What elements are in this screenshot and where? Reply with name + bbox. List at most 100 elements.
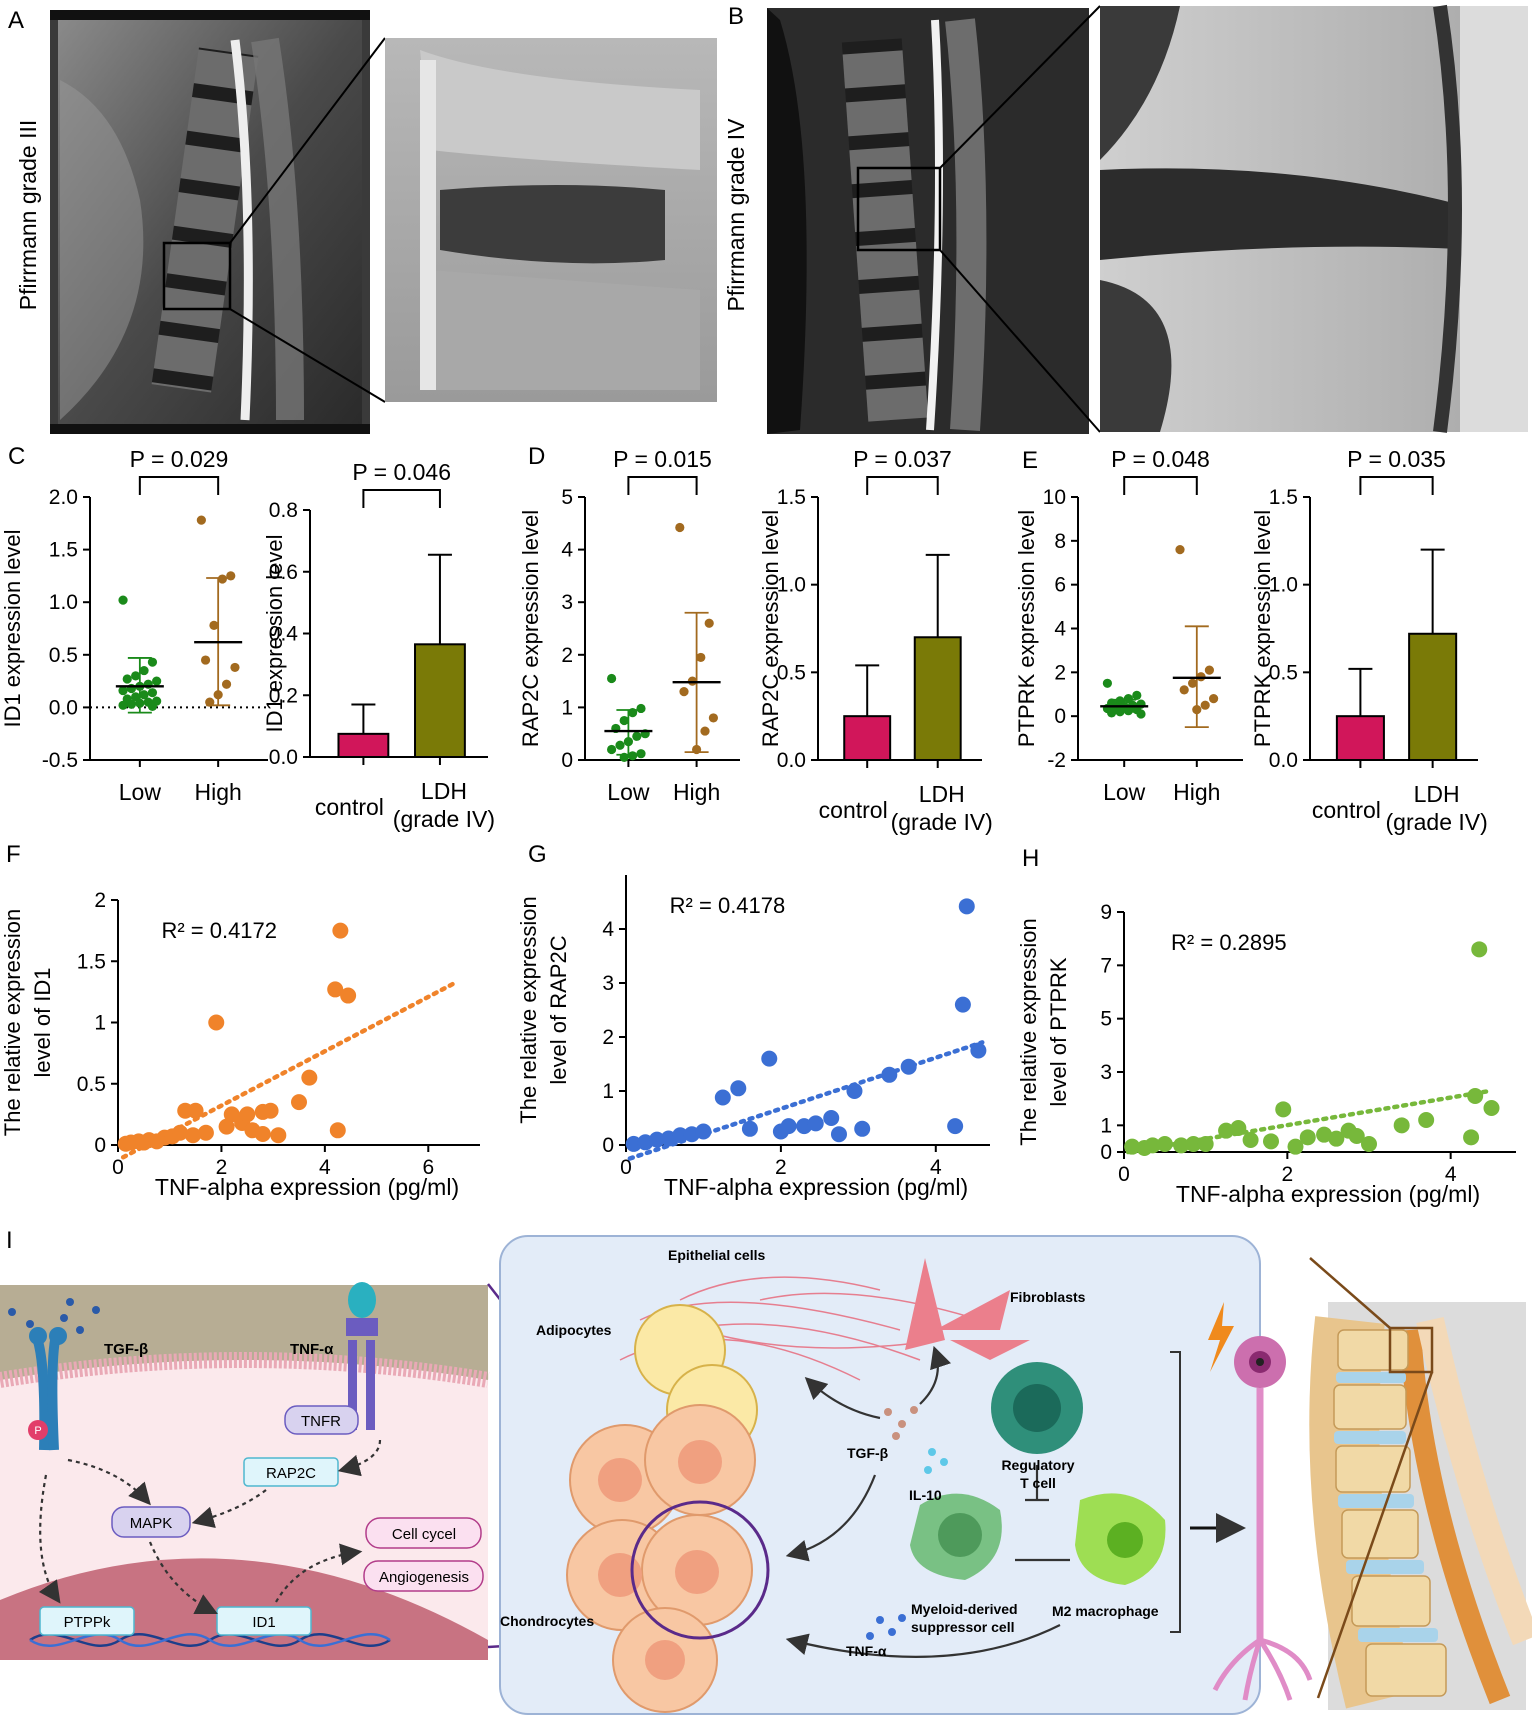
data-point [329, 1122, 346, 1139]
data-point [1242, 1132, 1259, 1148]
y-tick-label: 0.8 [269, 499, 298, 522]
x-tick-label: 6 [422, 1156, 434, 1179]
svg-text:Cell cycel: Cell cycel [392, 1526, 456, 1543]
data-point [1328, 1130, 1345, 1147]
zoom-line [1309, 1257, 1391, 1329]
mri-image-b [767, 8, 1089, 434]
data-point [139, 690, 149, 700]
m2-macrophage [1075, 1493, 1166, 1585]
y-tick-label: 1.5 [77, 950, 106, 973]
y-tick-label: 4 [602, 918, 614, 941]
tgf-beta-label: TGF-β [104, 1341, 148, 1358]
data-point [675, 522, 685, 533]
data-point [301, 1069, 318, 1086]
y-axis-label: PTPRK expression level [1250, 510, 1275, 747]
pfirrmann-label: Pfirrmann grade IV [723, 118, 749, 312]
data-point [761, 1050, 778, 1067]
x-tick-label: High [1173, 779, 1220, 805]
data-point [1136, 709, 1146, 719]
data-point [807, 1115, 824, 1132]
y-axis-label: level of RAP2C [546, 935, 571, 1084]
panel-a: A Pfirrmann grade III [8, 7, 717, 434]
signaling-diagram: P TGF-β TNF-α TNFR RAP2C MAPK Cell cycel… [0, 1282, 701, 1660]
x-tick-label: 4 [1445, 1163, 1457, 1186]
data-point [122, 674, 132, 684]
y-tick-label: 0.4 [269, 623, 299, 646]
significance-bracket [362, 489, 441, 508]
cell-cycle-node: Cell cycel [365, 1517, 482, 1549]
data-point [695, 1123, 712, 1140]
data-point [147, 657, 158, 667]
zoom-line [1316, 1371, 1434, 1699]
panel-letter: A [8, 7, 24, 34]
t-cell-label: T cell [1020, 1475, 1056, 1491]
panel-letter: H [1022, 845, 1039, 872]
data-point [126, 699, 137, 709]
x-tick-label: 0 [112, 1156, 124, 1179]
data-point [1287, 1138, 1304, 1155]
data-point [1471, 941, 1488, 958]
data-point [636, 749, 646, 759]
x-tick-label: High [673, 779, 720, 805]
data-point [1418, 1112, 1435, 1128]
data-point [830, 1126, 847, 1143]
y-tick-label: 1.5 [49, 539, 78, 562]
y-tick-label: 1 [1100, 1114, 1112, 1137]
p-value-label: P = 0.037 [853, 446, 952, 472]
mri-image-a [50, 10, 370, 434]
cytokine-dots [866, 1406, 948, 1640]
data-point [208, 1014, 225, 1031]
adipocytes-label: Adipocytes [536, 1322, 612, 1338]
y-tick-label: 4 [561, 539, 573, 562]
bar [843, 715, 892, 762]
x-tick-label: control [1312, 797, 1381, 823]
tgf-beta-cytokine-label: TGF-β [847, 1445, 889, 1461]
r-squared-label: R² = 0.4178 [670, 893, 786, 918]
chart-id1-low-high: -0.5 0.0 0.5 1.0 1.5 2.0 ID1 expression level L… [0, 446, 268, 805]
data-point [1348, 1128, 1365, 1144]
tgf-ligands [8, 1298, 100, 1334]
x-axis-label: TNF-alpha expression (pg/ml) [664, 1174, 968, 1200]
significance-bracket [866, 476, 939, 495]
data-point [262, 1102, 279, 1119]
data-point [230, 662, 240, 673]
y-tick-label: 0.0 [777, 749, 806, 772]
panel-letter: C [8, 443, 25, 470]
data-point [1230, 1120, 1247, 1136]
data-point [846, 1083, 863, 1099]
data-point [172, 1124, 189, 1141]
rap2c-node: RAP2C [243, 1457, 339, 1487]
data-point [632, 731, 642, 741]
data-point [187, 1102, 204, 1119]
id1-node: ID1 [216, 1606, 312, 1636]
chart-id1-control-ldh: 0.0 0.2 0.4 0.6 0.8 ID1 expression level contr… [262, 459, 495, 832]
data-point [780, 1118, 797, 1135]
y-tick-label: 0.0 [1269, 749, 1298, 772]
mapk-node: MAPK [111, 1506, 191, 1538]
data-point [1218, 1122, 1235, 1139]
data-point [1197, 1136, 1214, 1152]
y-tick-label: 2 [602, 1026, 614, 1049]
y-tick-label: 5 [1100, 1008, 1112, 1031]
data-point [696, 652, 706, 663]
svg-text:Angiogenesis: Angiogenesis [379, 1569, 469, 1586]
x-tick-label: control [819, 797, 888, 823]
bar [337, 732, 390, 758]
y-tick-label: 5 [561, 486, 573, 509]
cell-arrows [785, 1345, 1070, 1658]
y-tick-label: 3 [561, 591, 573, 614]
y-axis-label: ID1 expression level [262, 534, 287, 732]
y-tick-label: 1 [94, 1012, 106, 1035]
data-point [226, 571, 236, 581]
y-axis-label: level of ID1 [30, 967, 55, 1077]
panel-letter: E [1022, 447, 1038, 474]
bar [1335, 715, 1385, 762]
svg-text:ID1: ID1 [252, 1614, 275, 1631]
data-point [200, 655, 211, 665]
data-point [607, 744, 617, 755]
p-value-label: P = 0.015 [613, 446, 712, 472]
data-point [291, 1094, 307, 1111]
tnf-receptor [346, 1282, 378, 1430]
